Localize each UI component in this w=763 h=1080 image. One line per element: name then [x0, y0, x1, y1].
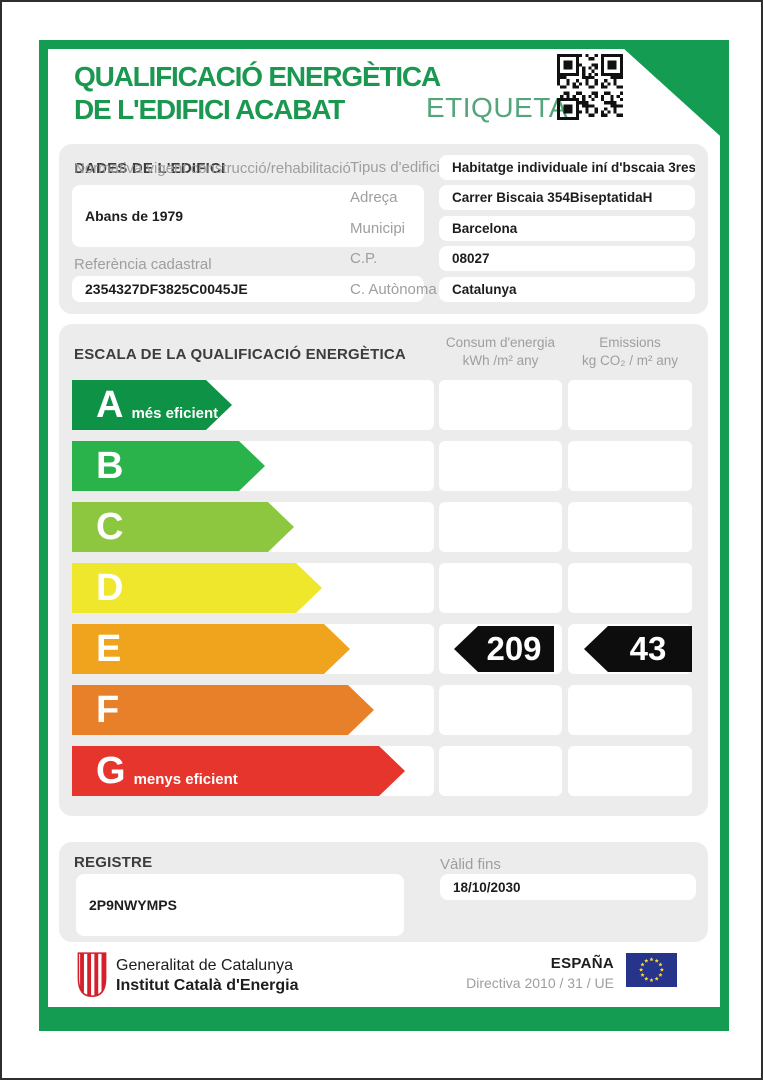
consum-cell-f — [439, 685, 562, 735]
registre-section-title: REGISTRE — [74, 854, 153, 871]
rating-letter-b: B — [96, 445, 124, 487]
qr-code — [557, 54, 623, 120]
building-data-panel: DADES DE L'EDIFICI Normativa vigent cons… — [59, 144, 708, 314]
rating-letter-f: F — [96, 689, 120, 731]
consum-value-badge: 209 — [454, 626, 554, 672]
field-value-cp: 08027 — [439, 246, 695, 271]
field-label-municipi: Municipi — [350, 220, 406, 237]
rating-arrow-a: A més eficient — [72, 380, 232, 430]
rating-arrow-e: E — [72, 624, 350, 674]
field-value-tipus: Habitatge individuale iní d'bscaia 3res — [439, 155, 695, 180]
scale-row-g: G menys eficient — [59, 746, 708, 796]
consum-cell-g — [439, 746, 562, 796]
consum-cell-c — [439, 502, 562, 552]
rating-arrow-b: B — [72, 441, 265, 491]
emissions-cell-g — [568, 746, 692, 796]
field-label-cp: C.P. — [350, 250, 378, 267]
emissions-value-badge: 43 — [584, 626, 692, 672]
normativa-value: Abans de 1979 — [72, 185, 424, 247]
rating-arrow-f: F — [72, 685, 374, 735]
page-title-line1: QUALIFICACIÓ ENERGÈTICA — [74, 61, 441, 92]
directive-label: Directiva 2010 / 31 / UE — [466, 975, 614, 991]
frame-bottom-bar — [39, 1007, 729, 1031]
country-label: ESPAÑA — [550, 955, 614, 972]
scale-row-f: F — [59, 685, 708, 735]
emissions-cell-f — [568, 685, 692, 735]
consum-cell-a — [439, 380, 562, 430]
emissions-cell-c — [568, 502, 692, 552]
valid-until-label: Vàlid fins — [440, 856, 501, 873]
scale-section-title: ESCALA DE LA QUALIFICACIÓ ENERGÈTICA — [74, 346, 406, 363]
consum-header-unit: kWh /m² any — [462, 353, 539, 368]
consum-cell-e: 209 — [439, 624, 562, 674]
cadastral-value: 2354327DF3825C0045JE — [72, 276, 424, 302]
scale-row-b: B — [59, 441, 708, 491]
frame-border — [39, 40, 729, 1007]
rating-arrow-c: C — [72, 502, 294, 552]
eu-flag-icon — [626, 953, 677, 989]
issuer-name: Generalitat de Catalunya Institut Català… — [116, 956, 299, 996]
rating-arrow-g: G menys eficient — [72, 746, 405, 796]
scale-row-a: A més eficient — [59, 380, 708, 430]
rating-letter-a: A — [96, 384, 124, 426]
rating-qualifier-a: més eficient — [131, 404, 219, 422]
field-value-adreca: Carrer Biscaia 354BiseptatidaH — [439, 185, 695, 210]
scale-row-e: E 209 43 — [59, 624, 708, 674]
consum-header-title: Consum d'energia — [445, 335, 556, 350]
emissions-header-unit: kg CO₂ / m² any — [581, 353, 678, 368]
energy-scale-panel: ESCALA DE LA QUALIFICACIÓ ENERGÈTICA Con… — [59, 324, 708, 816]
rating-letter-g: G — [96, 750, 126, 792]
generalitat-logo-icon — [75, 952, 109, 997]
consum-cell-d — [439, 563, 562, 613]
emissions-cell-d — [568, 563, 692, 613]
field-value-municipi: Barcelona — [439, 216, 695, 241]
rating-letter-e: E — [96, 628, 122, 670]
normativa-label: Normativa vigent construcció/rehabilitac… — [74, 160, 351, 177]
rating-qualifier-g: menys eficient — [133, 770, 238, 788]
registre-value: 2P9NWYMPS — [76, 874, 404, 936]
rating-arrow-d: D — [72, 563, 322, 613]
field-value-autonoma: Catalunya — [439, 277, 695, 302]
etiqueta-label: ETIQUETA — [426, 92, 568, 123]
consum-cell-b — [439, 441, 562, 491]
registre-panel: REGISTRE 2P9NWYMPS Vàlid fins 18/10/2030 — [59, 842, 708, 942]
cadastral-label: Referència cadastral — [74, 256, 212, 273]
emissions-cell-e: 43 — [568, 624, 692, 674]
field-label-tipus: Tipus d'edifici — [350, 159, 440, 176]
consum-column-header: Consum d'energia kWh /m² any — [439, 334, 562, 370]
valid-until-value: 18/10/2030 — [440, 874, 696, 900]
scale-row-d: D — [59, 563, 708, 613]
issuer-line1: Generalitat de Catalunya — [116, 957, 293, 974]
emissions-cell-b — [568, 441, 692, 491]
emissions-column-header: Emissions kg CO₂ / m² any — [568, 334, 692, 370]
field-label-autonoma: C. Autònoma — [350, 281, 437, 298]
issuer-line2: Institut Català d'Energia — [116, 977, 299, 994]
scale-row-c: C — [59, 502, 708, 552]
rating-letter-d: D — [96, 567, 124, 609]
emissions-cell-a — [568, 380, 692, 430]
page-title: QUALIFICACIÓ ENERGÈTICA DE L'EDIFICI ACA… — [74, 60, 441, 126]
country-block: ESPAÑA Directiva 2010 / 31 / UE — [422, 955, 614, 991]
emissions-header-title: Emissions — [599, 335, 661, 350]
field-label-adreca: Adreça — [350, 189, 398, 206]
page-title-line2: DE L'EDIFICI ACABAT — [74, 94, 345, 125]
building-section-title: DADES DE L'EDIFICI — [74, 160, 226, 177]
rating-letter-c: C — [96, 506, 124, 548]
